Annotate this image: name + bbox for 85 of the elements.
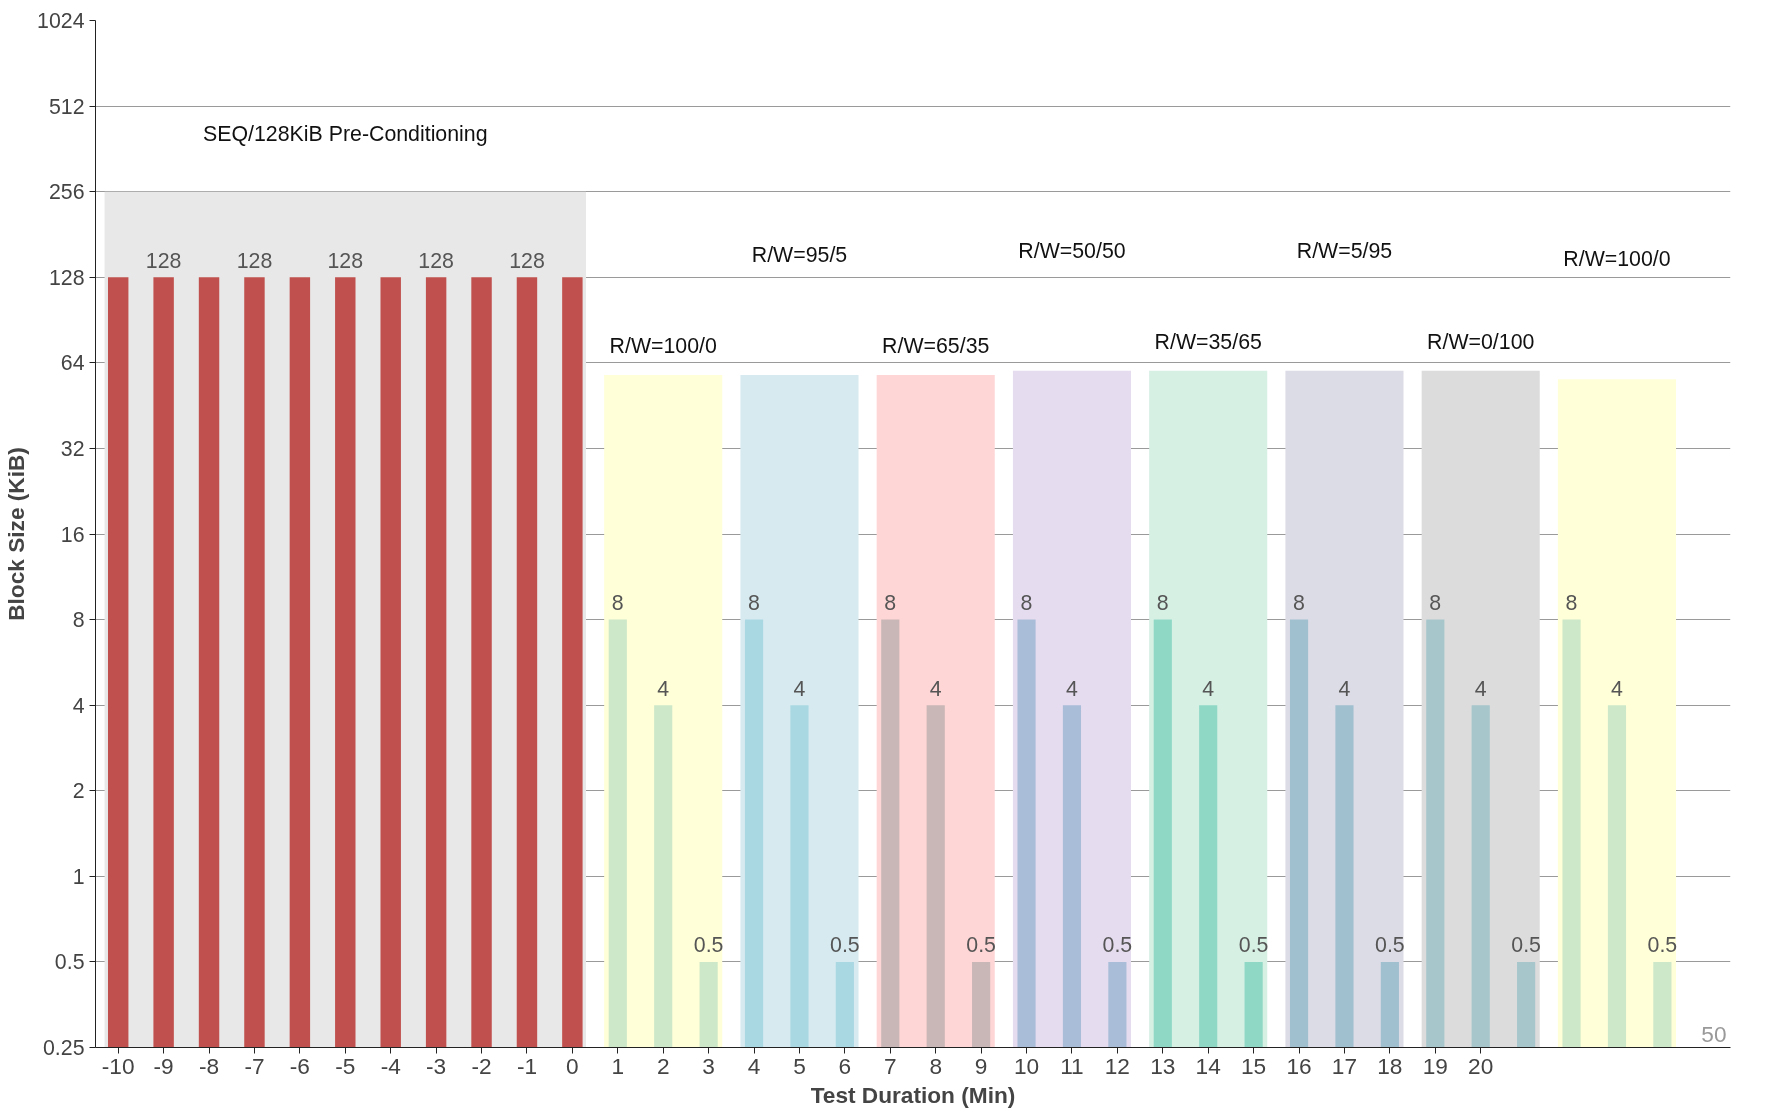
x-tick-label: -5: [335, 1052, 356, 1079]
data-label: 0.5: [1238, 933, 1269, 958]
data-label: 8: [1565, 591, 1578, 616]
y-tick-label: 0.5: [54, 950, 85, 975]
x-tick-label: 15: [1241, 1052, 1267, 1079]
y-tick-label: 16: [60, 522, 85, 547]
x-tick-label: -10: [101, 1052, 135, 1079]
x-tick-label: -8: [198, 1052, 220, 1079]
data-label: 8: [1293, 591, 1305, 616]
annotation: R/W=50/50: [1018, 238, 1126, 263]
annotation: 50: [1701, 1020, 1727, 1047]
x-tick-label: 3: [702, 1052, 715, 1079]
y-tick-label: 2: [72, 779, 85, 804]
y-tick-label: 32: [60, 436, 85, 461]
y-tick-label: 256: [48, 180, 85, 205]
x-tick-label: -6: [289, 1052, 310, 1079]
data-label: 4: [1474, 676, 1487, 701]
x-tick-label: 13: [1150, 1052, 1176, 1079]
x-tick-label: 12: [1104, 1052, 1130, 1079]
x-tick-label: 1: [611, 1052, 625, 1079]
x-tick-label: -2: [471, 1052, 492, 1079]
annotation: R/W=0/100: [1427, 329, 1535, 354]
data-label: 128: [509, 248, 545, 273]
x-tick-label: -4: [380, 1052, 401, 1079]
x-tick-label: 17: [1331, 1052, 1358, 1079]
x-tick-label: 4: [747, 1052, 761, 1079]
x-tick-label: 2: [656, 1052, 670, 1079]
data-label: 0.5: [1511, 933, 1541, 958]
data-label: 0.5: [693, 933, 724, 958]
x-tick-label: -1: [516, 1052, 538, 1079]
x-tick-label: -3: [426, 1052, 447, 1079]
data-label: 128: [145, 248, 182, 273]
x-tick-label: 19: [1422, 1052, 1448, 1079]
x-tick-label: 14: [1195, 1052, 1221, 1079]
x-tick-label: 16: [1286, 1052, 1312, 1079]
data-label: 8: [1156, 591, 1169, 616]
data-label: 4: [1611, 676, 1624, 701]
y-tick-label: 512: [48, 94, 85, 119]
annotation: R/W=35/65: [1154, 329, 1262, 354]
data-label: 4: [793, 676, 806, 701]
annotation: R/W=100/0: [1563, 247, 1671, 272]
data-label: 128: [327, 248, 364, 273]
x-tick-label: 7: [883, 1052, 897, 1079]
x-tick-label: 10: [1013, 1052, 1040, 1079]
x-tick-label: 6: [838, 1052, 852, 1079]
data-label: 0.5: [1102, 933, 1133, 958]
y-tick-label: 0.25: [42, 1036, 85, 1060]
annotation: R/W=100/0: [609, 333, 717, 358]
annotation: R/W=5/95: [1296, 238, 1393, 263]
data-label: 4: [657, 676, 670, 701]
x-tick-label: 0: [566, 1052, 579, 1079]
x-tick-label: 11: [1060, 1052, 1084, 1079]
data-label: 0.5: [830, 933, 860, 958]
x-tick-label: -9: [153, 1052, 174, 1079]
data-label: 8: [611, 591, 624, 616]
x-tick-label: 18: [1377, 1052, 1403, 1079]
annotation: R/W=65/35: [882, 333, 990, 358]
annotation: SEQ/128KiB Pre-Conditioning: [203, 121, 488, 146]
data-label: 0.5: [1375, 933, 1405, 958]
y-tick-label: 1024: [37, 9, 85, 33]
annotation: R/W=95/5: [751, 242, 848, 267]
y-axis-title: Block Size (KiB): [3, 447, 30, 621]
x-tick-label: 9: [974, 1052, 988, 1079]
y-tick-label: 128: [48, 265, 85, 290]
x-tick-label: -7: [244, 1052, 265, 1079]
data-label: 128: [418, 248, 454, 273]
y-tick-label: 64: [60, 351, 85, 376]
data-label: 4: [929, 676, 942, 701]
data-label: 8: [884, 591, 897, 616]
data-label: 4: [1202, 676, 1215, 701]
x-tick-label: 8: [929, 1052, 943, 1079]
data-label: 0.5: [1647, 933, 1678, 958]
data-label: 4: [1338, 676, 1351, 701]
y-tick-label: 4: [72, 693, 85, 718]
x-tick-label: 5: [793, 1052, 806, 1079]
data-label: 128: [236, 248, 273, 273]
x-axis-title: Test Duration (Min): [810, 1081, 1016, 1108]
data-label: 8: [1429, 591, 1442, 616]
y-tick-label: 1: [72, 864, 85, 889]
data-label: 8: [748, 591, 760, 616]
data-label: 4: [1066, 676, 1079, 701]
y-tick-label: 8: [72, 608, 85, 633]
data-label: 8: [1020, 591, 1033, 616]
data-label: 0.5: [966, 933, 996, 958]
x-tick-label: 20: [1468, 1052, 1494, 1079]
